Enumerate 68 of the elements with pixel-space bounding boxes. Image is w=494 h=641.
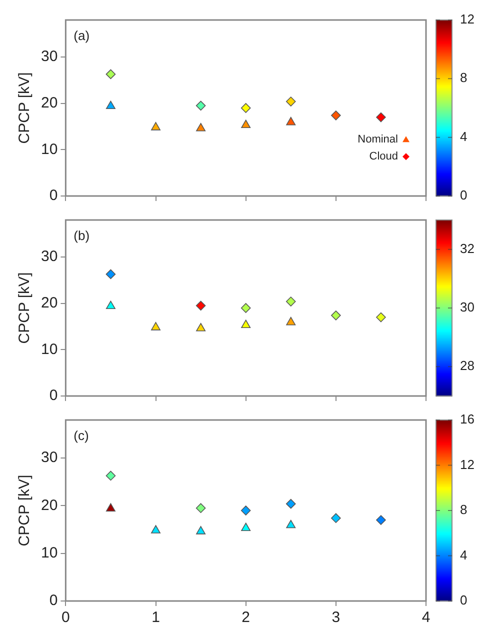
point	[106, 100, 116, 110]
point	[151, 525, 160, 534]
point	[286, 296, 296, 306]
x-tick-label: 2	[242, 609, 250, 626]
color-bar-label: 0	[460, 592, 468, 608]
y-tick-label: 20	[40, 496, 58, 514]
annotation: (c)	[74, 428, 89, 444]
y-tick-label: 30	[40, 248, 58, 266]
point	[241, 320, 251, 328]
point	[241, 522, 251, 532]
point	[196, 322, 206, 332]
point	[106, 470, 116, 481]
color-bar-label: 0	[460, 188, 468, 203]
color-bar-label: 32	[460, 240, 474, 256]
y-tick-label: 20	[40, 94, 58, 112]
y-tick-label: 0	[49, 387, 58, 404]
point	[240, 103, 251, 113]
point	[196, 100, 206, 111]
point	[286, 316, 296, 326]
y-axis-title: CPCP [kV]	[16, 72, 34, 144]
point	[286, 498, 296, 509]
x-tick-label: 4	[422, 609, 430, 626]
point	[196, 122, 206, 132]
y-axis-title: CPCP [kV]	[16, 272, 34, 344]
point	[331, 310, 341, 320]
point	[196, 503, 206, 514]
legend-label: Cloud	[369, 150, 398, 163]
annotation: (b)	[74, 228, 90, 244]
point	[241, 120, 251, 128]
y-tick-label: 20	[40, 294, 58, 312]
point	[240, 303, 251, 313]
color-bar-label: 12	[460, 456, 474, 472]
y-tick-label: 0	[49, 592, 58, 610]
color-bar-label: 28	[460, 358, 474, 374]
point	[286, 520, 296, 528]
color-bar-label: 8	[460, 502, 468, 518]
point	[106, 69, 116, 80]
point	[286, 96, 296, 106]
point	[376, 515, 386, 525]
point	[240, 506, 251, 516]
point	[331, 513, 341, 524]
point	[151, 122, 160, 130]
point	[106, 503, 116, 512]
point	[151, 322, 160, 330]
y-tick-label: 10	[40, 544, 58, 562]
x-tick-label: 1	[152, 609, 160, 626]
color-bar-label: 12	[460, 12, 474, 27]
legend-label: Nominal	[358, 134, 398, 146]
color-bar-label: 30	[460, 300, 474, 315]
y-tick-label: 0	[49, 187, 58, 204]
point	[106, 269, 116, 280]
color-bar-label: 4	[460, 128, 468, 144]
x-tick-label: 0	[62, 609, 70, 626]
point	[376, 312, 386, 322]
point	[376, 112, 386, 122]
point	[106, 300, 116, 310]
x-tick-label: 3	[332, 609, 340, 626]
y-axis-title: CPCP [kV]	[16, 474, 34, 546]
point	[196, 526, 206, 534]
annotation: (a)	[74, 28, 90, 44]
color-bar-label: 16	[460, 412, 474, 427]
y-tick-label: 30	[40, 48, 58, 66]
y-tick-label: 10	[40, 140, 58, 158]
y-tick-label: 30	[40, 449, 58, 466]
point	[196, 300, 206, 311]
color-bar-label: 8	[460, 70, 468, 86]
color-bar-label: 4	[460, 547, 468, 562]
y-tick-label: 10	[40, 340, 58, 358]
